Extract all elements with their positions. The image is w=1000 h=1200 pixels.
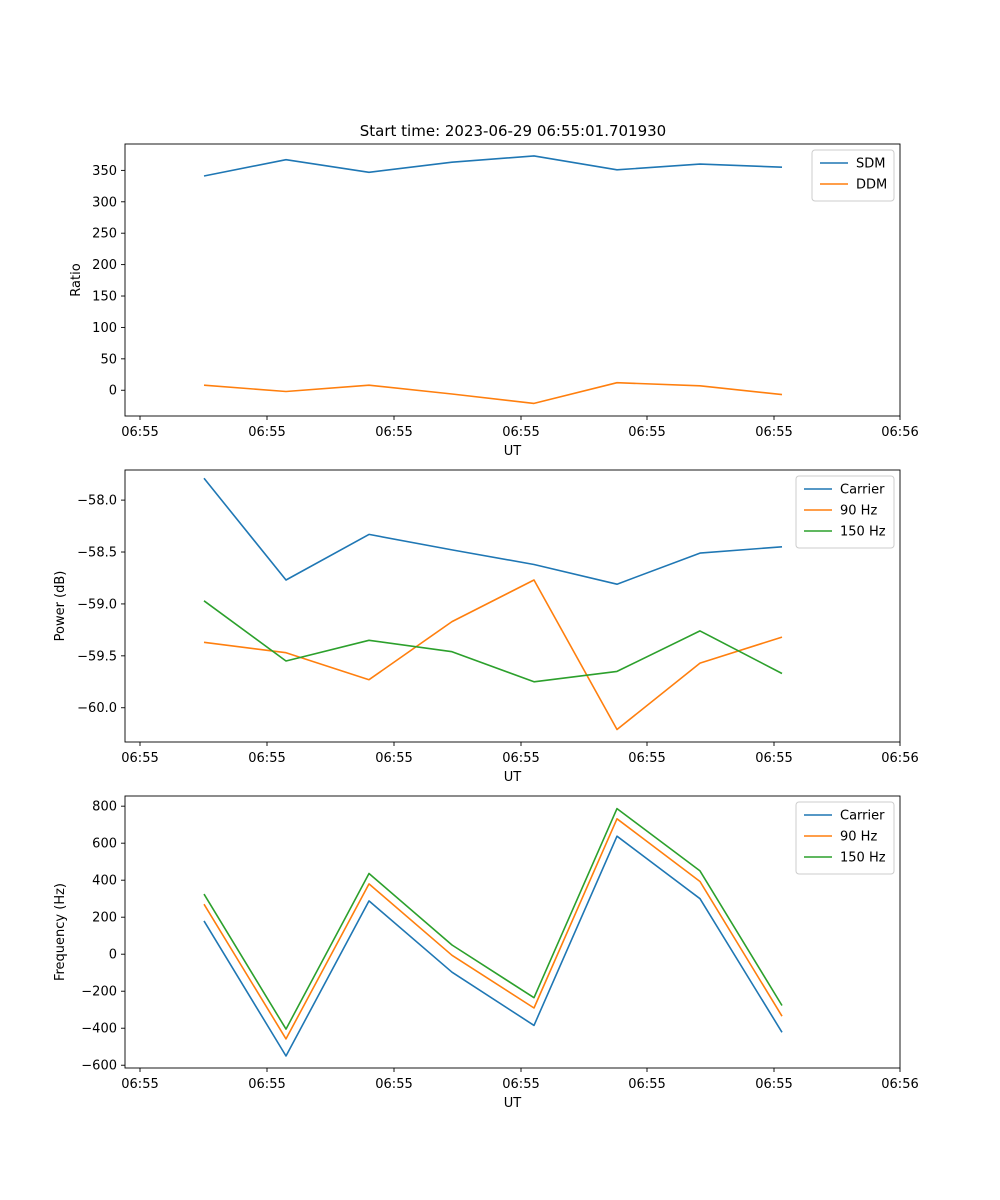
x-tick-label: 06:55 [121, 425, 158, 440]
legend: SDM DDM [811, 149, 895, 202]
y-tick-label: −600 [81, 1059, 117, 1074]
legend-entry-label: SDM [856, 157, 885, 172]
series-line-carrier [203, 835, 783, 1057]
y-tick-label: 50 [100, 352, 117, 367]
y-tick-label: 100 [92, 321, 117, 336]
subplot-1: 06:55 06:55 06:55 06:55 06:55 06:55 06:56 0 50 10… [69, 143, 919, 459]
series-line-sdm [203, 155, 783, 177]
legend-box [795, 475, 895, 549]
legend-entry-label: Carrier [840, 809, 885, 824]
y-tick-label: 300 [92, 195, 117, 210]
x-tick-label: 06:55 [502, 1077, 539, 1092]
y-tick-label: 800 [92, 800, 117, 815]
legend-entry-label: 90 Hz [840, 504, 877, 519]
y-tick-label: −400 [81, 1022, 117, 1037]
subplot-3: 06:55 06:55 06:55 06:55 06:55 06:55 06:56 −600 −… [53, 795, 919, 1111]
x-tick-label: 06:56 [881, 425, 918, 440]
x-tick-label: 06:55 [628, 425, 665, 440]
x-tick-label: 06:55 [502, 425, 539, 440]
x-tick-label: 06:55 [375, 1077, 412, 1092]
y-tick-label: 0 [109, 948, 117, 963]
x-tick-label: 06:55 [755, 425, 792, 440]
x-tick-label: 06:55 [248, 751, 285, 766]
x-tick-label: 06:55 [121, 751, 158, 766]
x-axis-label: UT [504, 1096, 522, 1111]
legend-entry-label: Carrier [840, 483, 885, 498]
y-tick-label: 350 [92, 164, 117, 179]
x-tick-label: 06:55 [755, 1077, 792, 1092]
legend-entry-label: 150 Hz [840, 851, 886, 866]
figure-title: Start time: 2023-06-29 06:55:01.701930 [360, 122, 666, 140]
y-tick-label: −60.0 [77, 701, 117, 716]
y-tick-label: −200 [81, 985, 117, 1000]
x-axis-label: UT [504, 444, 522, 459]
axes-frame [124, 469, 901, 743]
x-tick-label: 06:55 [375, 751, 412, 766]
legend: Carrier 90 Hz 150 Hz [795, 801, 895, 875]
x-tick-label: 06:55 [248, 425, 285, 440]
x-tick-label: 06:55 [121, 1077, 158, 1092]
x-tick-label: 06:55 [755, 751, 792, 766]
subplots: 06:55 06:55 06:55 06:55 06:55 06:55 06:56 0 50 10… [53, 143, 919, 1111]
series-line-150-hz [203, 600, 783, 683]
series-line-carrier [203, 477, 783, 586]
axes-frame [124, 143, 901, 417]
x-tick-label: 06:55 [628, 1077, 665, 1092]
y-tick-label: 250 [92, 227, 117, 242]
y-tick-label: −59.5 [77, 649, 117, 664]
x-axis-label: UT [504, 770, 522, 785]
series-line-ddm [203, 381, 783, 405]
series-line-90-hz [203, 817, 783, 1040]
y-tick-label: −59.0 [77, 597, 117, 612]
y-tick-label: 150 [92, 290, 117, 305]
series-line-150-hz [203, 807, 783, 1030]
y-axis-label: Frequency (Hz) [53, 883, 68, 981]
legend-entry-label: 90 Hz [840, 830, 877, 845]
y-tick-label: 400 [92, 874, 117, 889]
legend-box [795, 801, 895, 875]
legend-entry-label: DDM [856, 178, 887, 193]
y-tick-label: −58.5 [77, 546, 117, 561]
axes-frame [124, 795, 901, 1069]
x-tick-label: 06:55 [502, 751, 539, 766]
y-axis-label: Ratio [69, 263, 84, 296]
y-axis-label: Power (dB) [53, 571, 68, 642]
x-tick-label: 06:55 [628, 751, 665, 766]
y-tick-label: 0 [109, 384, 117, 399]
legend-entry-label: 150 Hz [840, 525, 886, 540]
x-tick-label: 06:55 [248, 1077, 285, 1092]
y-tick-label: −58.0 [77, 494, 117, 509]
legend: Carrier 90 Hz 150 Hz [795, 475, 895, 549]
subplot-2: 06:55 06:55 06:55 06:55 06:55 06:55 06:56 −60.0… [53, 469, 919, 785]
y-tick-label: 200 [92, 258, 117, 273]
x-tick-label: 06:56 [881, 751, 918, 766]
x-tick-label: 06:56 [881, 1077, 918, 1092]
y-tick-label: 200 [92, 911, 117, 926]
y-tick-label: 600 [92, 837, 117, 852]
x-tick-label: 06:55 [375, 425, 412, 440]
